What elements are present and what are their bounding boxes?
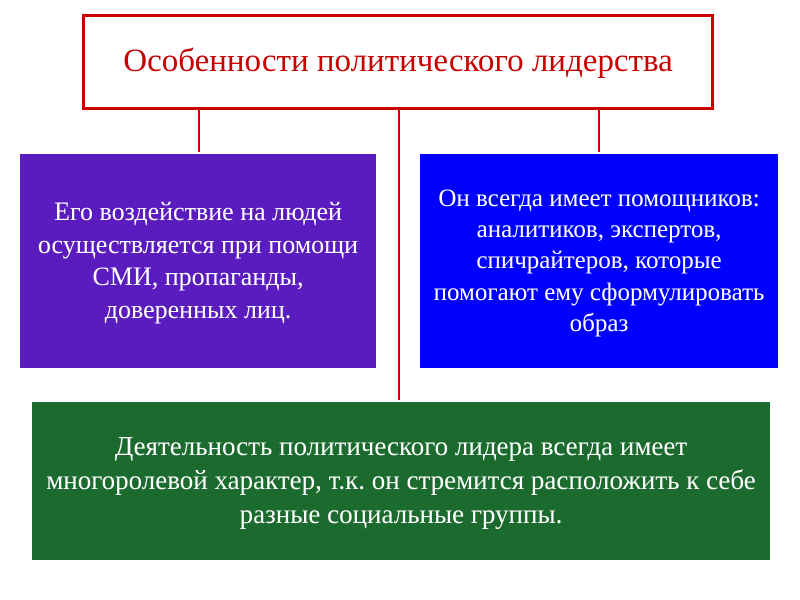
connector-stem-center [398,110,400,400]
node-left-text: Его воздействие на людей осуществляется … [30,196,366,326]
title-text: Особенности политического лидерства [123,42,673,82]
node-bottom: Деятельность политического лидера всегда… [30,400,772,562]
connector-stem-right [598,110,600,152]
node-bottom-text: Деятельность политического лидера всегда… [42,430,760,531]
node-left: Его воздействие на людей осуществляется … [18,152,378,370]
title-box: Особенности политического лидерства [82,14,714,110]
node-right-text: Он всегда имеет помощников: анали­тиков,… [430,183,768,339]
diagram-canvas: Особенности политического лидерства Его … [0,0,800,600]
connector-stem-left [198,110,200,152]
node-right: Он всегда имеет помощников: анали­тиков,… [418,152,780,370]
